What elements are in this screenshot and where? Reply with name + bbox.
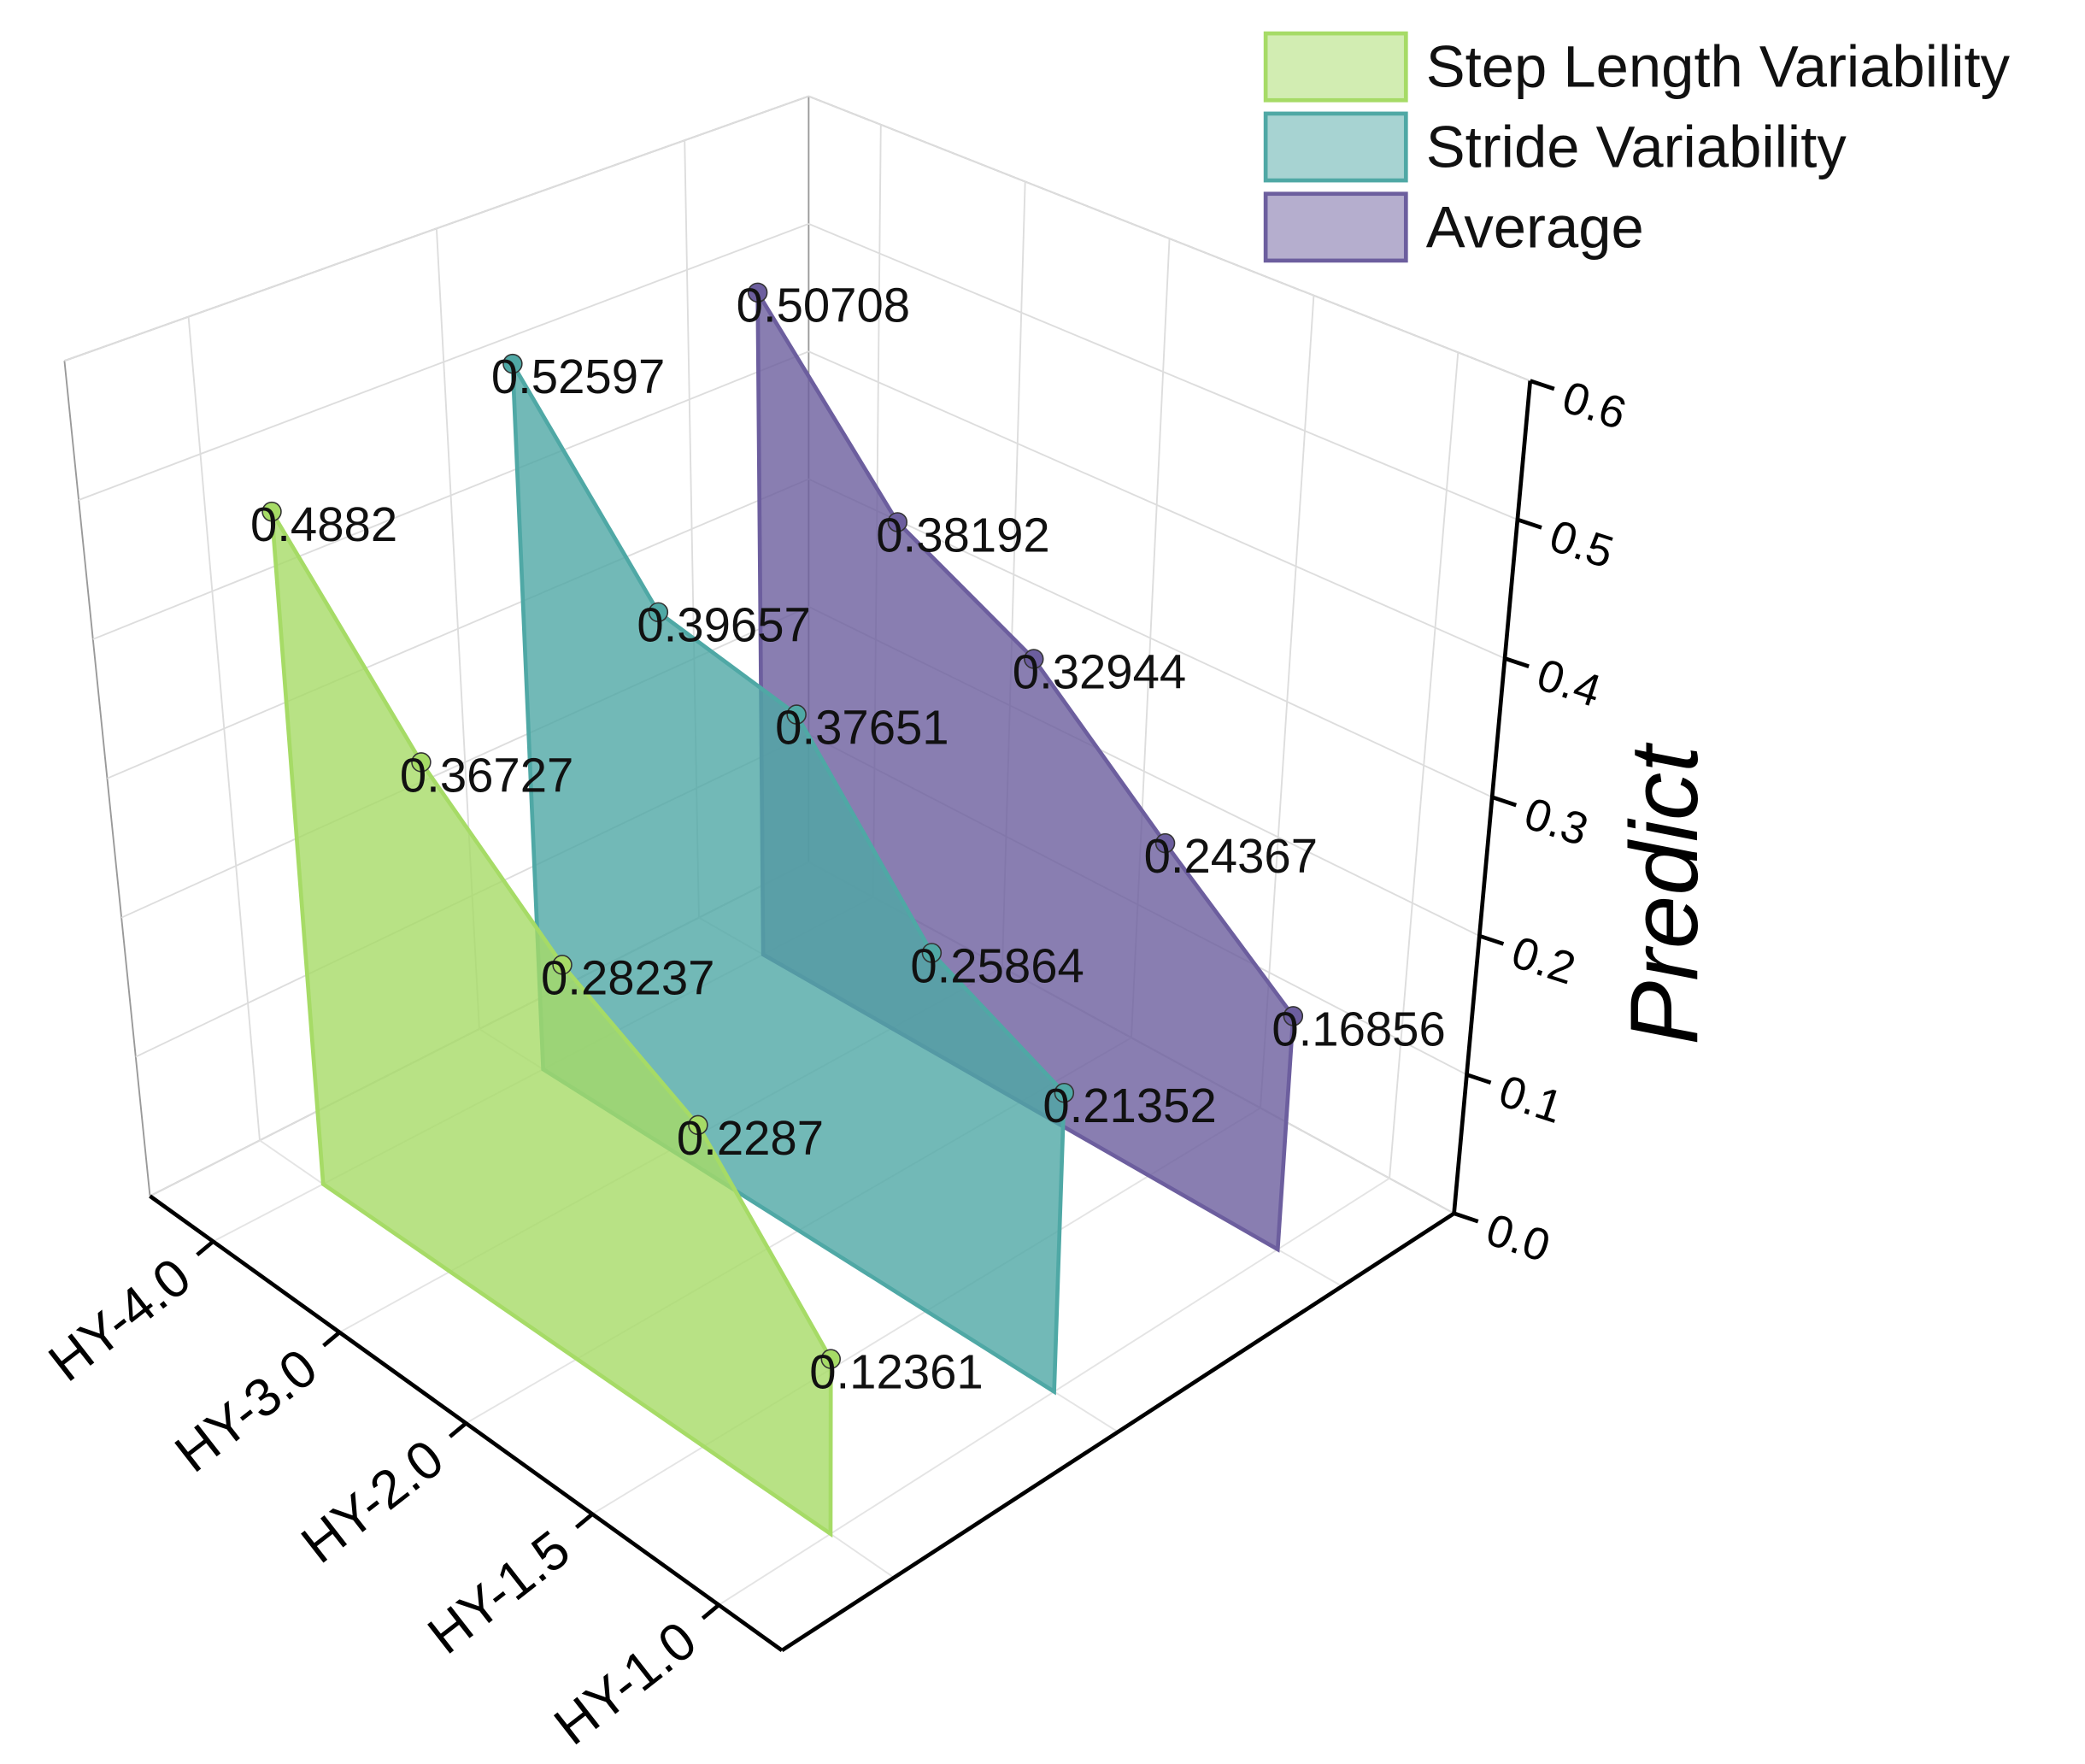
data-label: 0.52597 (491, 350, 665, 403)
data-label: 0.21352 (1042, 1079, 1216, 1132)
legend-swatch (1263, 191, 1408, 263)
point (786, 704, 807, 725)
point (1054, 1082, 1075, 1103)
data-label: 0.50708 (737, 279, 910, 332)
data-label: 0.39657 (637, 598, 810, 652)
data-label: 0.38192 (876, 508, 1049, 562)
category-grid-line (1389, 352, 1460, 1179)
x-tick (574, 1512, 594, 1530)
point (820, 1349, 841, 1369)
point (648, 602, 669, 623)
data-label: 0.37651 (775, 700, 949, 754)
x-tick (196, 1239, 214, 1257)
y-tick (1465, 1073, 1492, 1085)
data-label: 0.24367 (1144, 829, 1318, 883)
legend-label: Average (1426, 194, 1644, 260)
x-tick (449, 1421, 467, 1438)
y-tick (1478, 933, 1505, 946)
legend-swatch (1263, 111, 1408, 183)
wall (269, 510, 833, 1538)
data-label: 0.2287 (677, 1111, 824, 1165)
legend-label: Stride Variability (1426, 114, 1847, 179)
axis-line (780, 1211, 1455, 1653)
legend-label: Step Length Variability (1426, 34, 2011, 100)
data-label: 0.28237 (541, 950, 714, 1004)
x-tick (701, 1603, 720, 1620)
point (411, 752, 432, 773)
y-tick (1529, 379, 1555, 391)
point (1154, 832, 1176, 854)
point (1283, 1006, 1304, 1026)
series-grid-line (187, 316, 261, 1141)
point (261, 501, 282, 522)
point (921, 943, 943, 963)
data-label: 0.12361 (809, 1345, 983, 1399)
data-label: 0.32944 (1013, 644, 1186, 698)
data-label: 0.16856 (1272, 1002, 1445, 1055)
data-label: 0.36727 (400, 748, 573, 802)
point (688, 1114, 708, 1136)
y-tick (1517, 517, 1542, 530)
point (887, 512, 908, 532)
data-label: 0.25864 (910, 938, 1084, 992)
y-tick (1453, 1211, 1479, 1224)
point (1024, 649, 1044, 669)
x-tick (322, 1331, 341, 1348)
point (502, 353, 523, 374)
category-grid-line (1260, 295, 1315, 1108)
y-tick (1504, 656, 1530, 668)
point (552, 955, 573, 975)
legend-swatch (1263, 31, 1408, 103)
point (747, 282, 768, 303)
y-axis-title: Predict (1610, 742, 1718, 1045)
y-tick (1491, 795, 1518, 808)
data-label: 0.4882 (250, 497, 397, 551)
